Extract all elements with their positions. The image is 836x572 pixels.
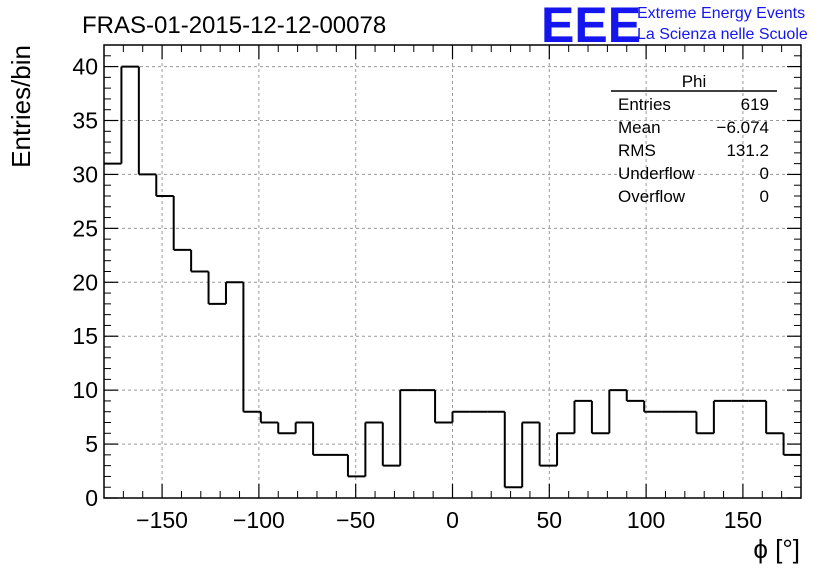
histogram-bin-17	[399, 389, 418, 466]
y-tick-label-7: 35	[72, 108, 98, 134]
stats-box: Phi Entries 619 Mean −6.074 RMS 131.2 Un…	[611, 72, 777, 206]
x-tick-label-0: −150	[136, 507, 188, 533]
histogram-bin-7	[224, 281, 244, 304]
y-tick-label-5: 25	[72, 215, 98, 241]
stats-label-overflow: Overflow	[618, 187, 686, 206]
histogram-bin-10	[277, 422, 296, 435]
histogram-bin-35	[712, 399, 732, 434]
histogram-bin-34	[695, 411, 714, 435]
histogram-bin-26	[556, 432, 575, 466]
y-tick-label-2: 10	[72, 377, 98, 403]
y-tick-label-8: 40	[72, 54, 98, 80]
stats-value-overflow: 0	[760, 187, 769, 206]
stats-value-mean: −6.074	[717, 118, 769, 137]
y-tick-label-0: 0	[85, 485, 98, 511]
stats-label-mean: Mean	[618, 118, 661, 137]
histogram-bin-3	[155, 174, 174, 197]
histogram-bin-9	[259, 411, 279, 424]
stats-value-underflow: 0	[760, 164, 769, 183]
histogram-bin-38	[765, 400, 784, 435]
brand-line-1: Extreme Energy Events	[637, 5, 805, 22]
histogram-bin-4	[172, 196, 192, 251]
histogram-bin-27	[573, 399, 592, 434]
x-axis-label: ϕ [°]	[753, 534, 800, 564]
histogram-bin-2	[137, 66, 157, 176]
histogram-bin-24	[521, 421, 540, 488]
histogram-bin-14	[346, 454, 366, 478]
y-tick-label-6: 30	[72, 161, 98, 187]
stats-value-rms: 131.2	[726, 141, 769, 160]
chart-title: FRAS-01-2015-12-12-00078	[82, 12, 386, 39]
x-tick-label-6: 150	[724, 507, 762, 533]
histogram-bin-15	[364, 421, 383, 477]
histogram-bin-16	[381, 422, 401, 467]
histogram-bin-19	[434, 390, 453, 424]
histogram-bin-29	[608, 389, 627, 434]
x-tick-label-4: 50	[537, 507, 563, 533]
histogram-bin-5	[190, 249, 209, 273]
x-tick-label-2: −50	[336, 507, 375, 533]
histogram-bins	[104, 65, 801, 489]
stats-title: Phi	[682, 72, 707, 91]
histogram-bin-28	[590, 400, 610, 435]
histogram-bin-30	[625, 390, 645, 402]
histogram-bin-12	[312, 422, 331, 456]
eee-logo: EEE	[541, 0, 641, 53]
y-tick-label-3: 15	[72, 323, 98, 349]
stats-label-rms: RMS	[618, 141, 656, 160]
x-tick-label-5: 100	[627, 507, 665, 533]
grid-lines	[104, 45, 801, 498]
histogram-bin-1	[120, 65, 139, 164]
histogram-bin-31	[643, 400, 662, 413]
axis-ticks	[103, 44, 802, 499]
histogram-bin-11	[294, 421, 314, 434]
tick-labels: −150 −100 −50 0 50 100 150 0 5 10 15 20 25 30 35 40	[72, 54, 762, 533]
stats-label-underflow: Underflow	[618, 164, 695, 183]
y-tick-label-4: 20	[72, 269, 98, 295]
histogram-bin-6	[207, 271, 226, 305]
x-tick-label-1: −100	[233, 507, 285, 533]
stats-value-entries: 619	[741, 95, 769, 114]
plot-frame	[103, 44, 802, 499]
x-tick-label-3: 0	[446, 507, 459, 533]
y-tick-label-1: 5	[85, 431, 98, 457]
brand-line-2: La Scienza nelle Scuole	[637, 26, 808, 43]
stats-label-entries: Entries	[618, 95, 671, 114]
histogram-bin-25	[538, 422, 558, 467]
histogram-bin-23	[503, 411, 523, 489]
histogram-bin-8	[242, 282, 261, 413]
histogram-bin-20	[451, 410, 470, 423]
y-axis-label: Entries/bin	[6, 45, 36, 168]
